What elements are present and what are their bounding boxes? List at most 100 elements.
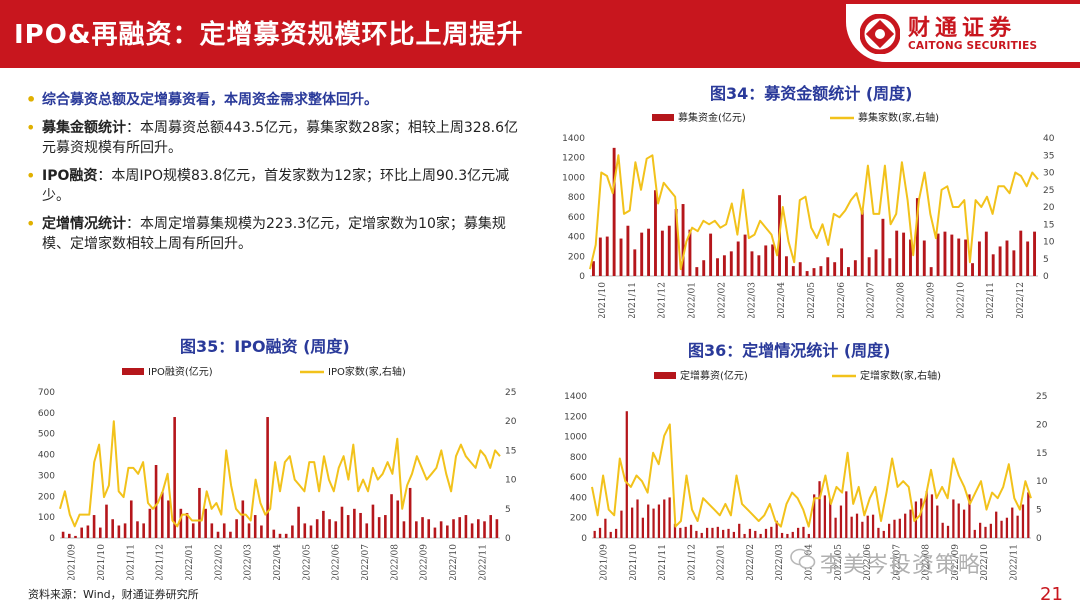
bar	[834, 517, 837, 538]
bar	[1027, 492, 1030, 538]
bullet-private-placement: 定增情况统计：本周定增募集规模为223.3亿元，定增家数为10家；募集规模、定增…	[26, 214, 526, 254]
right-axis-tick: 25	[1036, 392, 1047, 402]
bar	[191, 523, 195, 538]
bar	[700, 532, 703, 538]
bar	[971, 263, 974, 276]
bar	[833, 262, 837, 276]
right-axis-tick: 10	[1043, 238, 1055, 248]
caitong-emblem-icon	[860, 14, 900, 54]
fig35-chart: IPO融资(亿元) IPO家数(家,右轴) 0 100 200 300 400 500 600 7…	[20, 362, 530, 580]
bar	[253, 515, 257, 538]
left-axis-tick: 400	[38, 451, 55, 461]
bar	[334, 521, 338, 538]
x-axis-tick: 2022/01	[717, 544, 727, 580]
bar	[943, 231, 947, 276]
watermark-text: 李美岑投资策略	[820, 553, 982, 578]
bar	[185, 512, 189, 538]
bar	[384, 515, 387, 538]
legend-bar-swatch	[652, 114, 674, 121]
bar	[210, 523, 214, 538]
bar	[660, 230, 664, 276]
left-axis-tick: 700	[38, 388, 55, 398]
right-axis-tick: 0	[1043, 272, 1049, 282]
bar	[647, 228, 651, 276]
bar	[866, 515, 869, 538]
bar	[748, 528, 752, 538]
bar	[839, 505, 843, 538]
right-axis-tick: 5	[505, 505, 511, 515]
bar	[826, 257, 830, 276]
bar	[396, 500, 400, 538]
x-axis-tick: 2021/11	[126, 544, 136, 580]
bar	[266, 417, 269, 538]
bar	[604, 518, 607, 538]
fig36-chart: 定增募资(亿元) 定增家数(家,右轴) 0 200 400 600 800 1000 1200 1…	[548, 366, 1063, 580]
bar	[771, 244, 775, 276]
bar	[784, 256, 788, 276]
bar	[74, 535, 77, 538]
bar	[167, 500, 170, 538]
left-axis-tick: 200	[568, 252, 585, 262]
left-axis-tick: 0	[579, 272, 585, 282]
bar	[439, 521, 443, 538]
right-axis-tick: 40	[1043, 134, 1055, 144]
bar	[614, 528, 618, 538]
bar	[142, 523, 145, 538]
x-axis-tick: 2022/04	[273, 544, 283, 580]
left-axis-tick: 1200	[564, 412, 587, 422]
bar	[930, 494, 934, 538]
right-axis-tick: 30	[1043, 169, 1055, 179]
bar	[340, 506, 344, 538]
bar	[1000, 520, 1003, 538]
right-axis-tick: 0	[1036, 534, 1042, 544]
series-line	[591, 423, 1032, 528]
left-axis-tick: 0	[49, 534, 55, 544]
bar	[477, 519, 480, 538]
bar	[679, 527, 682, 538]
bar	[67, 533, 71, 538]
legend-bar-label: IPO融资(亿元)	[148, 365, 213, 378]
bar	[936, 233, 940, 276]
bar	[732, 531, 735, 538]
bar	[922, 240, 926, 276]
bar	[111, 519, 114, 538]
right-axis-tick: 20	[1043, 203, 1055, 213]
bar	[681, 204, 685, 276]
left-axis-tick: 0	[581, 534, 587, 544]
bar	[991, 254, 995, 276]
x-axis-tick: 2022/06	[332, 544, 342, 580]
legend-bar-swatch	[654, 372, 676, 379]
bullet-text: ：本周IPO规模83.8亿元，首发家数为12家；环比上周90.3亿元减少。	[42, 168, 510, 204]
bar	[757, 255, 761, 276]
bar	[452, 519, 455, 538]
x-axis-tick: 2021/11	[658, 544, 668, 580]
bar	[260, 525, 263, 538]
bar	[775, 520, 778, 538]
fig35-svg: IPO融资(亿元) IPO家数(家,右轴)01002003004005006007…	[38, 365, 517, 580]
bar	[123, 523, 127, 538]
fig34-svg: 募集资金(亿元) 募集家数(家,右轴)0200400600800100012001…	[562, 111, 1055, 318]
bar	[805, 271, 809, 276]
bar	[636, 499, 639, 538]
bullet-head: 定增情况统计	[42, 216, 126, 232]
bar	[328, 519, 331, 538]
x-axis-tick: 2022/08	[897, 282, 907, 318]
right-axis-tick: 25	[505, 388, 516, 398]
right-axis-tick: 10	[1036, 477, 1048, 487]
x-axis-tick: 2022/11	[478, 544, 488, 580]
x-axis-tick: 2022/09	[926, 282, 936, 318]
left-axis-tick: 1000	[564, 433, 587, 443]
left-axis-tick: 1400	[564, 392, 587, 402]
x-axis-tick: 2022/02	[717, 282, 727, 318]
x-axis-tick: 2022/08	[390, 544, 400, 580]
bar	[957, 503, 960, 538]
bar	[1019, 230, 1023, 276]
left-axis-tick: 600	[568, 213, 585, 223]
bar	[819, 266, 823, 276]
bar	[148, 508, 152, 538]
bar	[881, 218, 885, 276]
bar	[173, 417, 176, 538]
fig34-title: 图34：募资金额统计 (周度)	[710, 84, 913, 103]
fig36-title: 图36：定增情况统计 (周度)	[688, 341, 891, 360]
bar	[920, 498, 923, 538]
